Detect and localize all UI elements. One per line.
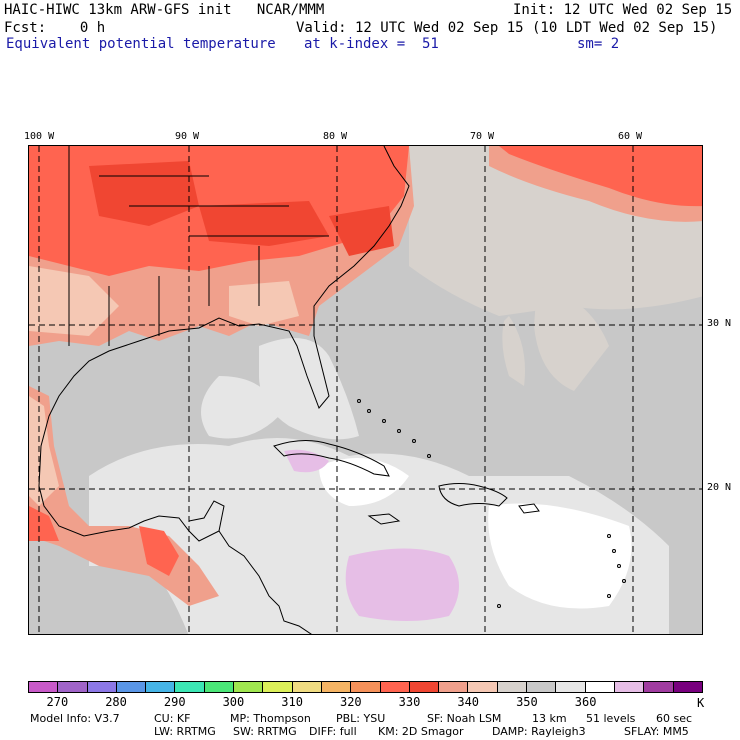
model-info-sw: SW: RRTMG [233, 725, 297, 738]
colorbar-swatch [585, 682, 615, 692]
caribbean-lavender-patch [345, 548, 459, 621]
colorbar-swatch [409, 682, 440, 692]
coastline-central-america [218, 530, 312, 634]
puerto-rico-outline [518, 503, 540, 514]
valid-time: Valid: 12 UTC Wed 02 Sep 15 (10 LDT Wed … [296, 20, 718, 36]
colorbar-swatch [527, 682, 557, 692]
model-info-cu: CU: KF [154, 712, 191, 725]
init-time: Init: 12 UTC Wed 02 Sep 15 [513, 2, 733, 18]
colorbar-swatch [292, 682, 322, 692]
model-info-damp: DAMP: Rayleigh3 [492, 725, 586, 738]
colorbar-unit: K [697, 696, 705, 710]
mexico-red-patch-2 [29, 506, 59, 541]
model-info-sf: SF: Noah LSM [427, 712, 502, 725]
small-islands [357, 399, 626, 608]
colorbar-tick-label: 310 [281, 695, 303, 709]
colorbar-swatch [380, 682, 410, 692]
atlantic-streak [502, 316, 525, 386]
colorbar-swatch [321, 682, 352, 692]
colorbar-swatch [673, 682, 702, 692]
colorbar-swatch [87, 682, 117, 692]
colorbar-tick-label: 270 [46, 695, 69, 709]
lon-label-90w: 90 W [175, 131, 200, 142]
gulf-light-patch [259, 338, 359, 440]
model-info-timestep: 60 sec [656, 712, 693, 725]
model-info-version: Model Info: V3.7 [30, 712, 120, 725]
map-panel [28, 145, 703, 635]
lon-label-60w: 60 W [618, 131, 643, 142]
colorbar-swatch [263, 682, 293, 692]
colorbar-tick-label: 360 [574, 695, 597, 709]
mexico-red-patch [139, 526, 179, 576]
model-info-resolution: 13 km [532, 712, 567, 725]
coastlines [38, 146, 540, 634]
model-info-levels: 51 levels [586, 712, 636, 725]
gulf-light-patch-2 [201, 376, 279, 439]
plot-title: HAIC-HIWC 13km ARW-GFS init NCAR/MMM [4, 2, 325, 18]
colorbar-tick-label: 330 [398, 695, 421, 709]
texas-beige [29, 266, 119, 336]
colorbar-tick-label: 350 [516, 695, 538, 709]
cuba-outline [273, 440, 390, 477]
hispaniola-outline [438, 483, 508, 507]
lon-label-80w: 80 W [323, 131, 348, 142]
colorbar-tick-label: 300 [222, 695, 245, 709]
colorbar [28, 681, 703, 693]
jamaica-outline [367, 513, 401, 525]
map-canvas [29, 146, 702, 634]
lon-label-100w: 100 W [24, 131, 55, 142]
model-info-lw: LW: RRTMG [154, 725, 216, 738]
conus-deep-red-3 [329, 206, 394, 256]
atlantic-red-band [499, 146, 702, 207]
colorbar-swatch [614, 682, 645, 692]
colorbar-tick-label: 320 [339, 695, 362, 709]
georgia-beige [229, 281, 299, 326]
colorbar-swatch [468, 682, 498, 692]
mexico-beige-strip [29, 396, 59, 506]
lat-label-20n: 20 N [707, 482, 732, 493]
conus-deep-red-1 [89, 161, 199, 226]
colorbar-swatch [556, 682, 586, 692]
colorbar-swatch [234, 682, 264, 692]
colorbar-swatch [644, 682, 674, 692]
colorbar-tick-label: 280 [105, 695, 127, 709]
colorbar-swatch [146, 682, 176, 692]
lon-label-70w: 70 W [470, 131, 495, 142]
colorbar-swatch [58, 682, 88, 692]
model-info-sflay: SFLAY: MM5 [624, 725, 689, 738]
colorbar-tick-label: 290 [163, 695, 186, 709]
colorbar-swatch [116, 682, 147, 692]
field-name: Equivalent potential temperature [6, 36, 276, 52]
state-boundaries [68, 146, 329, 346]
colorbar-swatch [351, 682, 381, 692]
model-info-km: KM: 2D Smagor [378, 725, 464, 738]
model-info-diff: DIFF: full [309, 725, 357, 738]
model-info-mp: MP: Thompson [230, 712, 311, 725]
colorbar-swatch [439, 682, 469, 692]
smoothing-value: sm= 2 [577, 36, 620, 52]
forecast-hour: Fcst: 0 h [4, 20, 106, 36]
colorbar-tick-label: 340 [457, 695, 480, 709]
conus-deep-red-2 [199, 201, 329, 246]
coastline-conus-gulf [38, 146, 410, 542]
level-index: at k-index = 51 [304, 36, 439, 52]
graticule [29, 146, 702, 634]
lat-label-30n: 30 N [707, 318, 732, 329]
colorbar-swatch [204, 682, 235, 692]
colorbar-swatch [497, 682, 528, 692]
colorbar-swatch [175, 682, 205, 692]
model-info-pbl: PBL: YSU [336, 712, 386, 725]
east-caribbean-white [488, 503, 632, 609]
colorbar-swatch [29, 682, 59, 692]
atlantic-beige-patch [534, 286, 609, 391]
